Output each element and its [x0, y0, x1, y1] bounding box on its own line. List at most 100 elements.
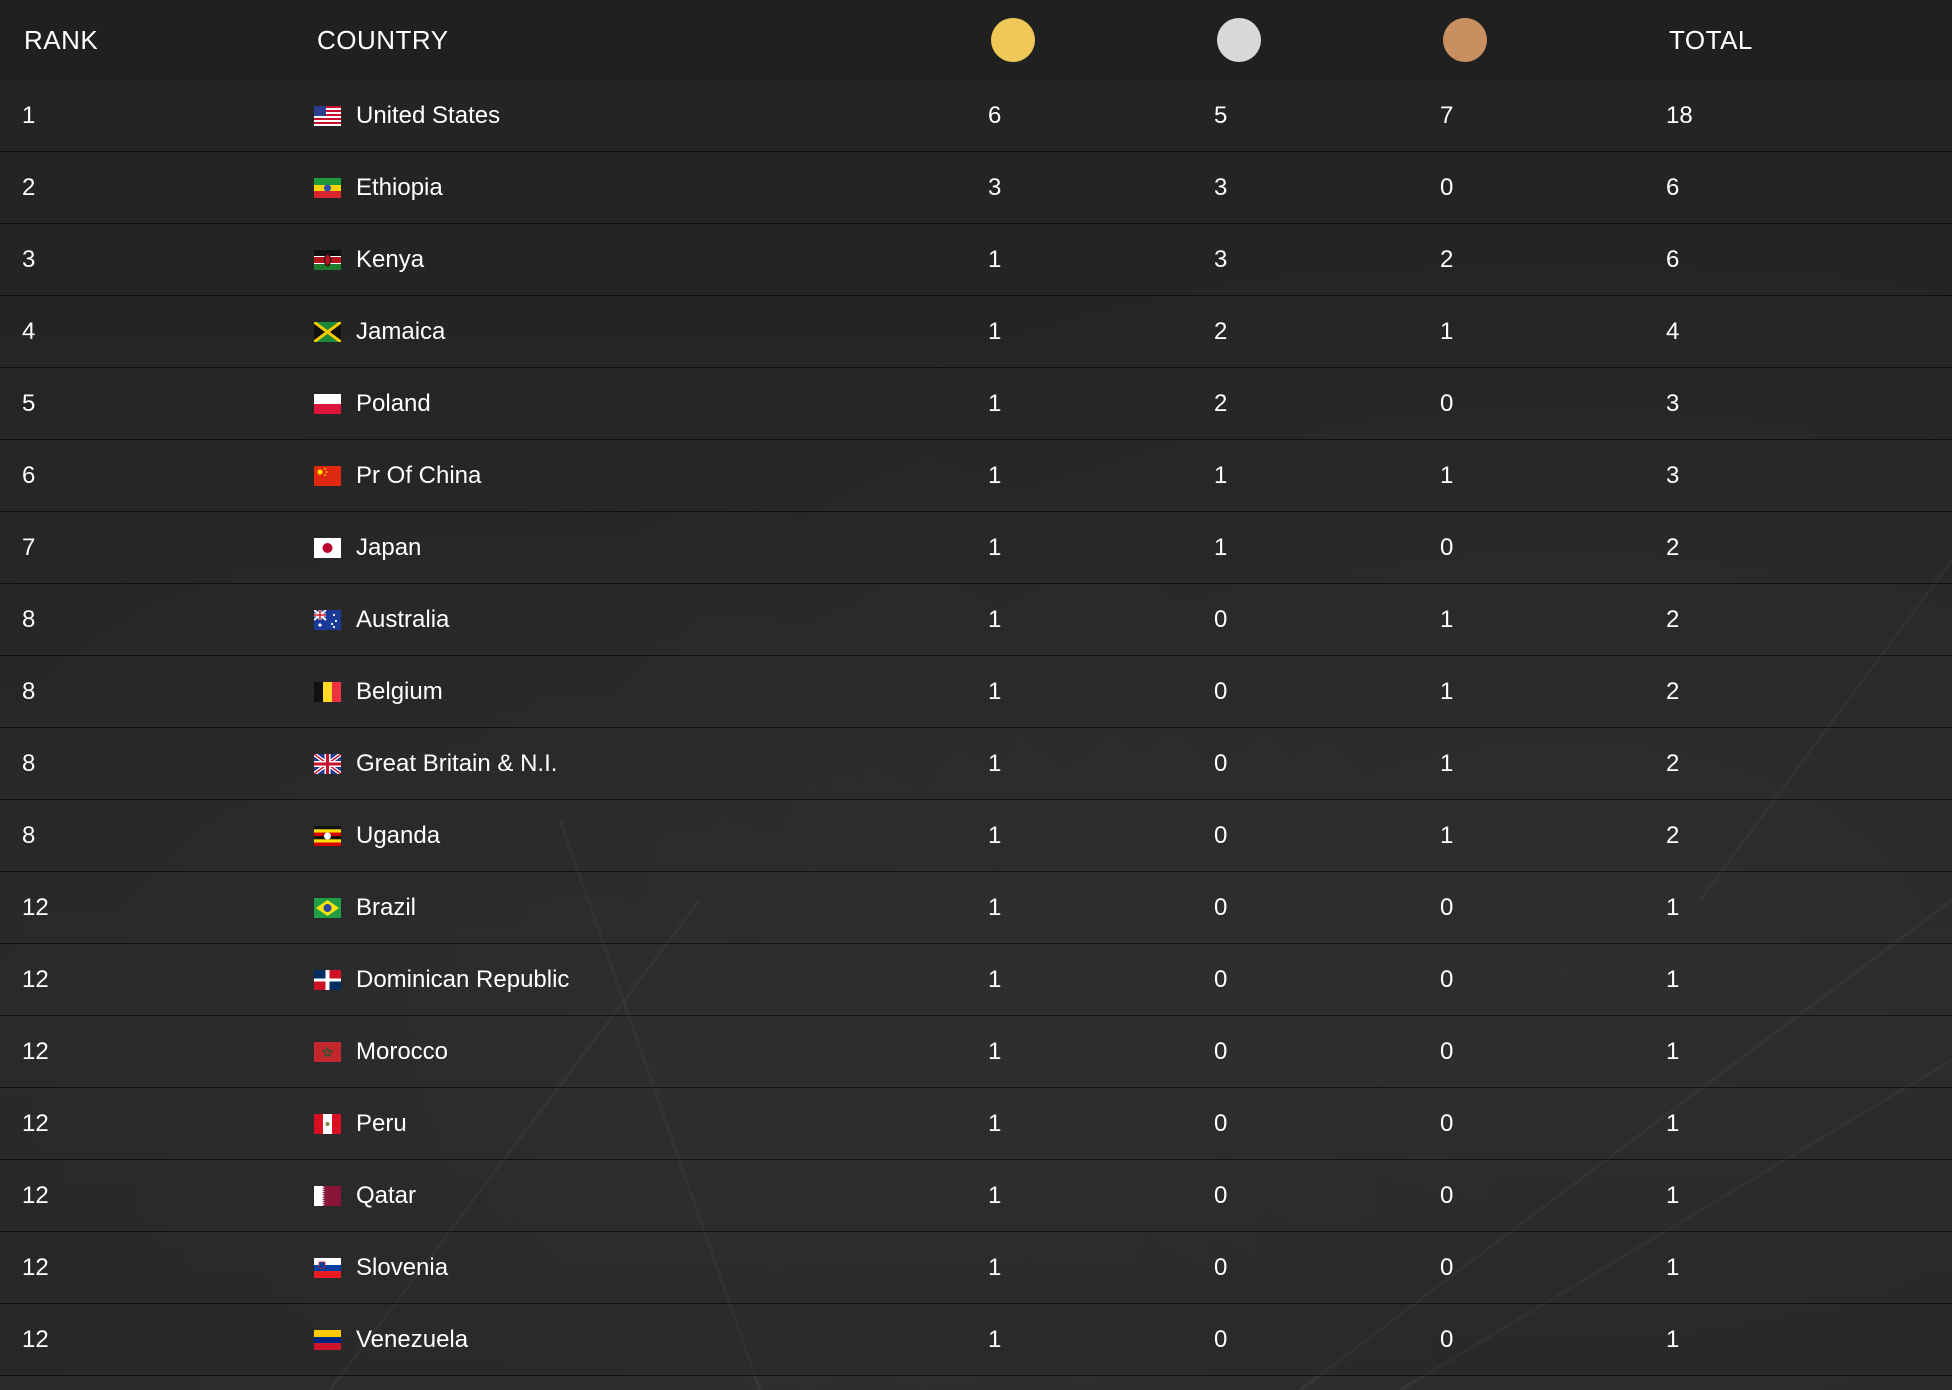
bronze-count: 0 — [1440, 533, 1454, 561]
country-name[interactable]: Great Britain & N.I. — [356, 749, 558, 777]
country-cell: Dominican Republic — [314, 944, 569, 1015]
table-row[interactable]: 12 1 0 0 1 Venezuela — [0, 1304, 1952, 1376]
silver-count: 0 — [1214, 893, 1228, 921]
country-name[interactable]: United States — [356, 101, 501, 129]
table-row[interactable]: 3 1 3 2 6 Kenya — [0, 224, 1952, 296]
table-row[interactable]: 8 1 0 1 2 Australia — [0, 584, 1952, 656]
rank-cell: 12 — [22, 1325, 49, 1353]
rank-cell: 12 — [22, 965, 49, 993]
flag-ke-icon — [314, 249, 341, 270]
country-name[interactable]: Slovenia — [356, 1253, 449, 1281]
silver-count: 2 — [1214, 389, 1228, 417]
country-name[interactable]: Brazil — [356, 893, 417, 921]
total-count: 1 — [1666, 1037, 1680, 1065]
table-row[interactable]: 12 1 0 0 1 Slovenia — [0, 1232, 1952, 1304]
bronze-count: 0 — [1440, 893, 1454, 921]
flag-gb-icon — [314, 753, 341, 774]
gold-medal-icon[interactable] — [991, 18, 1035, 62]
flag-jp-icon — [314, 537, 341, 558]
silver-count: 0 — [1214, 1109, 1228, 1137]
total-count: 1 — [1666, 965, 1680, 993]
country-name[interactable]: Uganda — [356, 821, 441, 849]
gold-count: 1 — [988, 1037, 1002, 1065]
table-row[interactable]: 6 1 1 1 3 Pr Of China — [0, 440, 1952, 512]
country-name[interactable]: Qatar — [356, 1181, 417, 1209]
gold-count: 1 — [988, 1181, 1002, 1209]
table-row[interactable]: 12 1 0 0 1 Morocco — [0, 1016, 1952, 1088]
gold-count: 1 — [988, 605, 1002, 633]
country-cell: Pr Of China — [314, 440, 481, 511]
silver-medal-icon[interactable] — [1217, 18, 1261, 62]
gold-count: 3 — [988, 173, 1002, 201]
country-name[interactable]: Venezuela — [356, 1325, 469, 1353]
total-count: 2 — [1666, 749, 1680, 777]
bronze-count: 0 — [1440, 965, 1454, 993]
rank-cell: 3 — [22, 245, 36, 273]
bronze-count: 0 — [1440, 1181, 1454, 1209]
silver-count: 1 — [1214, 533, 1228, 561]
country-cell: Poland — [314, 368, 431, 439]
bronze-count: 1 — [1440, 605, 1454, 633]
table-row[interactable]: 5 1 2 0 3 Poland — [0, 368, 1952, 440]
bronze-count: 0 — [1440, 173, 1454, 201]
flag-ve-icon — [314, 1329, 341, 1350]
table-row[interactable]: 8 1 0 1 2 Great Britain & N.I. — [0, 728, 1952, 800]
silver-count: 0 — [1214, 1037, 1228, 1065]
table-row[interactable]: 12 1 0 0 1 Qatar — [0, 1160, 1952, 1232]
bronze-count: 0 — [1440, 1109, 1454, 1137]
bronze-count: 1 — [1440, 821, 1454, 849]
total-count: 18 — [1666, 101, 1693, 129]
country-name[interactable]: Kenya — [356, 245, 425, 273]
country-name[interactable]: Ethiopia — [356, 173, 443, 201]
bronze-medal-icon[interactable] — [1443, 18, 1487, 62]
gold-count: 1 — [988, 893, 1002, 921]
silver-count: 1 — [1214, 461, 1228, 489]
rank-cell: 12 — [22, 893, 49, 921]
gold-count: 1 — [988, 1325, 1002, 1353]
table-row[interactable]: 8 1 0 1 2 Belgium — [0, 656, 1952, 728]
header-rank[interactable]: RANK — [24, 24, 99, 55]
table-row[interactable]: 8 1 0 1 2 Uganda — [0, 800, 1952, 872]
header-country[interactable]: COUNTRY — [317, 24, 449, 55]
table-row[interactable]: 2 3 3 0 6 Ethiopia — [0, 152, 1952, 224]
flag-ma-icon — [314, 1041, 341, 1062]
rank-cell: 12 — [22, 1037, 49, 1065]
flag-do-icon — [314, 969, 341, 990]
table-row[interactable]: 12 1 0 0 1 Brazil — [0, 872, 1952, 944]
country-name[interactable]: Jamaica — [356, 317, 446, 345]
header-total[interactable]: TOTAL — [1669, 24, 1753, 55]
table-row[interactable]: 12 1 0 0 1 Dominican Republic — [0, 944, 1952, 1016]
country-name[interactable]: Dominican Republic — [356, 965, 570, 993]
country-name[interactable]: Japan — [356, 533, 422, 561]
country-name[interactable]: Peru — [356, 1109, 407, 1137]
country-cell: Jamaica — [314, 296, 445, 367]
total-count: 6 — [1666, 245, 1680, 273]
rank-cell: 1 — [22, 101, 36, 129]
country-cell: Qatar — [314, 1160, 416, 1231]
country-name[interactable]: Belgium — [356, 677, 443, 705]
country-name[interactable]: Morocco — [356, 1037, 449, 1065]
country-name[interactable]: Poland — [356, 389, 431, 417]
rank-cell: 8 — [22, 821, 36, 849]
flag-si-icon — [314, 1257, 341, 1278]
silver-count: 0 — [1214, 1325, 1228, 1353]
flag-jm-icon — [314, 321, 341, 342]
total-count: 1 — [1666, 893, 1680, 921]
table-row[interactable]: 7 1 1 0 2 Japan — [0, 512, 1952, 584]
table-row[interactable]: 4 1 2 1 4 Jamaica — [0, 296, 1952, 368]
country-name[interactable]: Pr Of China — [356, 461, 482, 489]
gold-count: 1 — [988, 533, 1002, 561]
rank-cell: 6 — [22, 461, 36, 489]
flag-be-icon — [314, 681, 341, 702]
country-name[interactable]: Australia — [356, 605, 450, 633]
gold-count: 1 — [988, 965, 1002, 993]
country-cell: Kenya — [314, 224, 424, 295]
flag-cn-icon — [314, 465, 341, 486]
table-row[interactable]: 1 6 5 7 18 United States — [0, 80, 1952, 152]
table-row[interactable]: 12 1 0 0 1 Peru — [0, 1088, 1952, 1160]
flag-br-icon — [314, 897, 341, 918]
total-count: 1 — [1666, 1325, 1680, 1353]
flag-au-icon — [314, 609, 341, 630]
flag-us-icon — [314, 105, 341, 126]
rank-cell: 5 — [22, 389, 36, 417]
